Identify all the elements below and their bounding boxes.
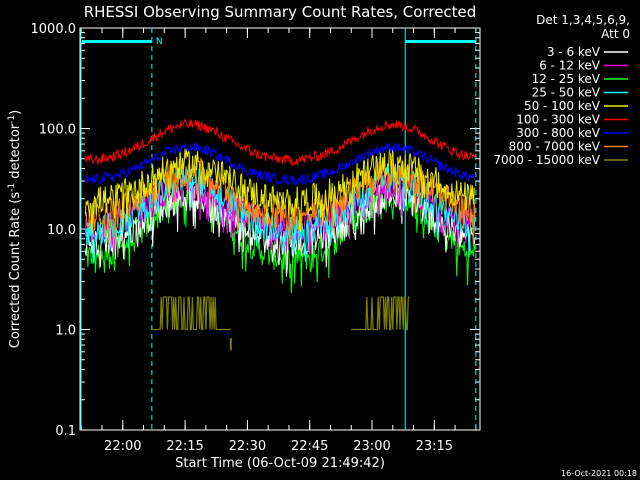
night-bar <box>82 40 152 43</box>
x-axis-label: Start Time (06-Oct-09 21:49:42) <box>175 456 385 471</box>
y-tick-label: 1.0 <box>55 324 76 339</box>
x-tick-label: 22:00 <box>104 439 141 454</box>
y-tick-label: 100.0 <box>39 123 76 138</box>
series-line-7 <box>84 156 476 247</box>
x-tick-label: 22:45 <box>291 439 328 454</box>
y-tick-label: 1000.0 <box>31 22 77 37</box>
legend-label: 100 - 300 keV <box>516 113 600 127</box>
y-tick-label: 10.0 <box>47 223 76 238</box>
timestamp: 16-Oct-2021 00:18 <box>561 469 637 478</box>
series-line-5 <box>84 118 476 167</box>
legend-label: 50 - 100 keV <box>524 99 601 113</box>
legend-label: 300 - 800 keV <box>516 126 600 140</box>
series-line-6 <box>84 142 476 187</box>
series-line-4 <box>84 148 476 234</box>
x-tick-label: 23:00 <box>353 439 390 454</box>
legend-label: 25 - 50 keV <box>532 86 601 100</box>
x-tick-label: 22:15 <box>166 439 203 454</box>
legend-label: 800 - 7000 keV <box>509 140 601 154</box>
legend-label: 7000 - 15000 keV <box>493 153 600 167</box>
legend-label: 12 - 25 keV <box>532 72 601 86</box>
chart-title: RHESSI Observing Summary Count Rates, Co… <box>84 3 477 21</box>
series-line-8 <box>351 296 410 331</box>
legend-label: 3 - 6 keV <box>547 45 601 59</box>
legend-label: 6 - 12 keV <box>539 59 601 73</box>
legend-header: Det 1,3,4,5,6,9, <box>536 13 630 27</box>
y-axis-label: Corrected Count Rate (s-1 detector-1) <box>7 110 23 348</box>
series-line-8 <box>151 296 231 331</box>
legend-header: Att 0 <box>601 27 630 41</box>
x-tick-label: 23:15 <box>416 439 453 454</box>
night-marker-label: N <box>156 37 163 47</box>
x-tick-label: 22:30 <box>229 439 266 454</box>
night-bar <box>405 40 476 43</box>
y-tick-label: 0.1 <box>55 424 76 439</box>
